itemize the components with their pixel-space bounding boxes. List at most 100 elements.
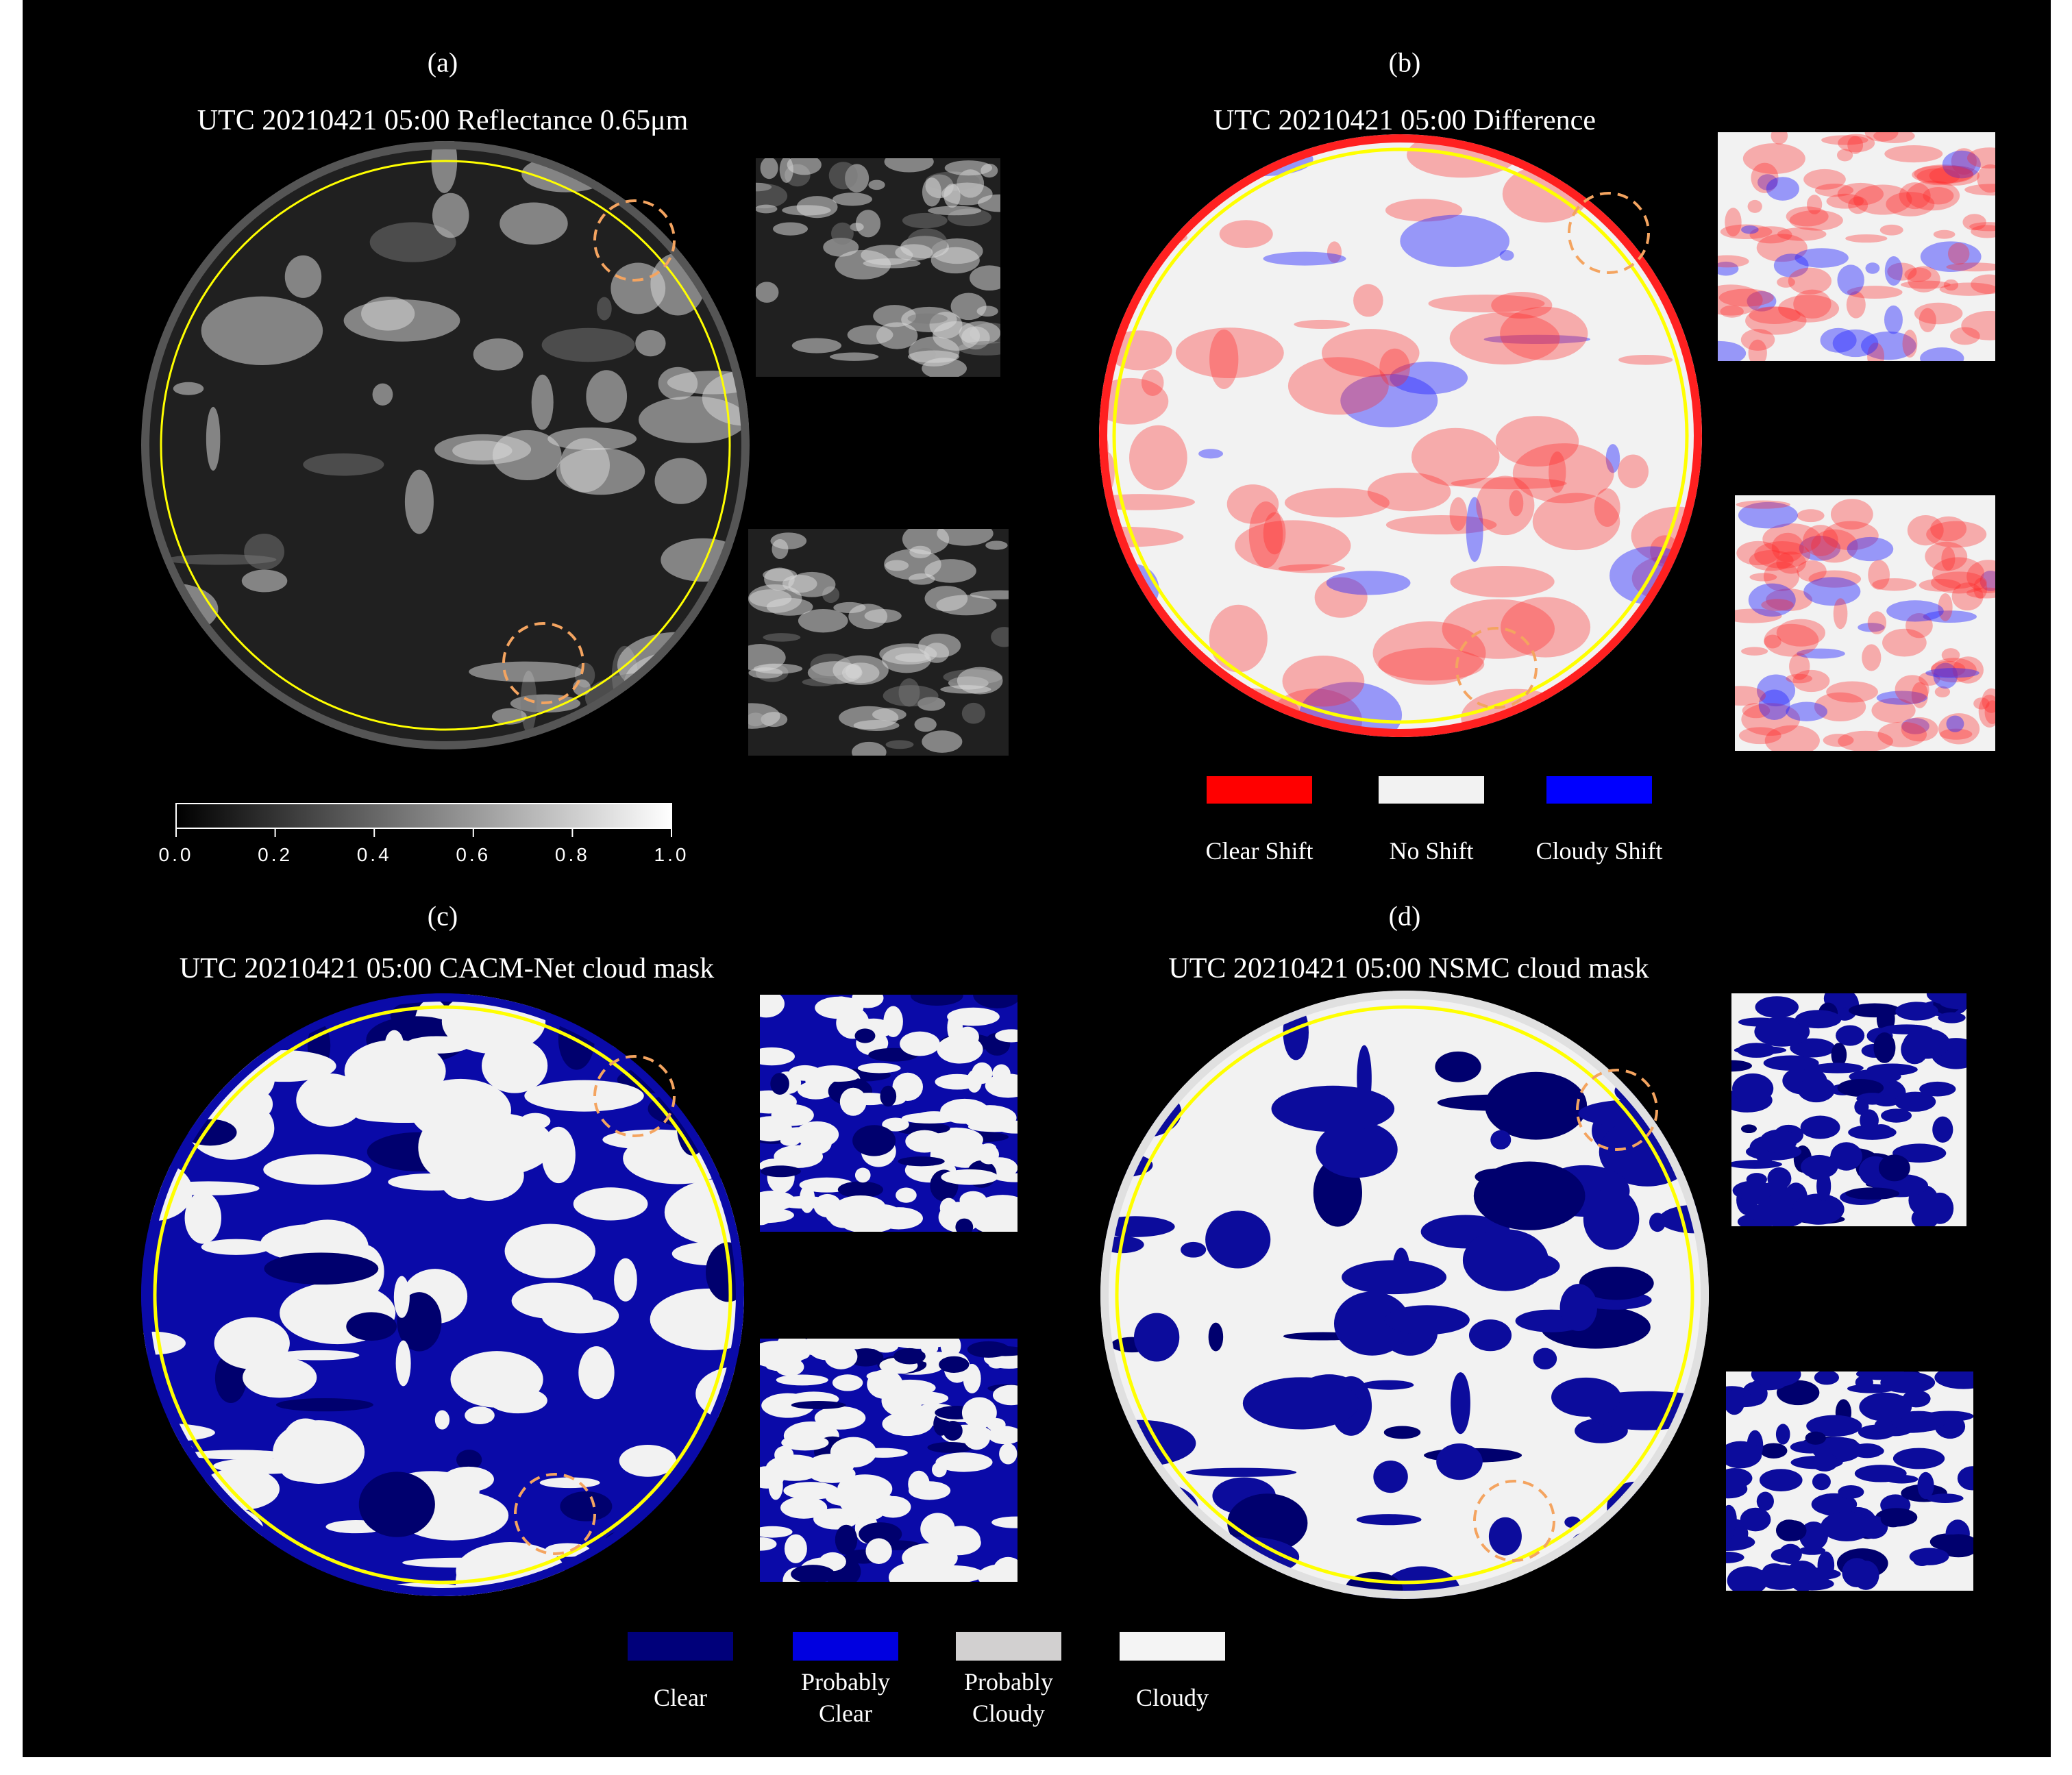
image-texture — [1756, 1491, 1774, 1511]
image-texture — [1803, 525, 1838, 556]
image-texture — [872, 1339, 899, 1353]
image-texture — [1969, 222, 1995, 232]
image-texture — [1842, 1558, 1872, 1587]
image-texture — [344, 1039, 446, 1103]
image-texture — [1786, 702, 1827, 721]
image-texture — [760, 1207, 794, 1224]
image-texture — [828, 162, 858, 190]
image-texture — [1876, 691, 1927, 705]
image-texture — [1797, 648, 1845, 659]
image-texture — [282, 1418, 329, 1467]
legend-label: Clear — [654, 1684, 707, 1711]
image-texture — [1762, 523, 1821, 555]
image-texture — [885, 740, 914, 749]
image-texture — [1799, 1546, 1826, 1555]
image-texture — [784, 1534, 807, 1563]
image-texture — [882, 1117, 909, 1132]
legend-label: No Shift — [1389, 837, 1474, 865]
image-texture — [760, 1526, 793, 1538]
image-texture — [1906, 180, 1960, 211]
image-texture — [1920, 241, 1982, 272]
image-texture — [1727, 1566, 1768, 1591]
image-texture — [1941, 547, 1956, 571]
image-texture — [1766, 177, 1799, 201]
image-texture — [369, 222, 456, 262]
image-texture — [1934, 686, 1951, 697]
image-texture — [1185, 1467, 1297, 1477]
image-texture — [1778, 295, 1840, 323]
image-texture — [1718, 340, 1747, 361]
image-texture — [469, 661, 583, 682]
legend-label: Cloudy — [1135, 1684, 1209, 1711]
image-texture — [910, 995, 963, 1006]
image-texture — [1473, 1161, 1586, 1230]
image-base — [1099, 134, 1702, 737]
image-texture — [1917, 1472, 1934, 1500]
image-texture — [1379, 348, 1410, 387]
legend-swatch — [1207, 776, 1312, 804]
image-texture — [1899, 182, 1931, 210]
image-texture — [1378, 647, 1485, 681]
image-texture — [1732, 1073, 1774, 1104]
image-texture — [1868, 560, 1890, 590]
image-texture — [833, 601, 866, 614]
image-texture — [1742, 143, 1805, 174]
image-texture — [1980, 570, 1995, 591]
image-texture — [936, 595, 997, 616]
image-texture — [992, 1064, 1011, 1084]
image-texture — [1219, 220, 1273, 249]
image-texture — [756, 282, 779, 303]
image-texture — [1816, 1171, 1832, 1202]
reference-circle — [1112, 147, 1689, 724]
image-texture — [1718, 255, 1749, 268]
image-base — [1735, 495, 1995, 751]
image-texture — [241, 569, 288, 593]
image-texture — [1760, 1129, 1797, 1153]
image-texture — [908, 1470, 930, 1498]
image-texture — [1907, 266, 1940, 293]
image-texture — [1942, 150, 1981, 179]
image-texture — [985, 1073, 1018, 1098]
image-texture — [1978, 695, 1995, 728]
image-texture — [1951, 582, 1984, 611]
image-texture — [1314, 577, 1368, 618]
image-texture — [1925, 668, 1980, 678]
image-texture — [1966, 587, 1995, 599]
image-texture — [1198, 449, 1224, 459]
image-texture — [905, 1130, 944, 1153]
image-texture — [1847, 286, 1903, 299]
image-texture — [1877, 721, 1927, 747]
image-texture — [453, 1150, 524, 1202]
image-texture — [802, 678, 838, 686]
image-texture — [894, 1422, 918, 1432]
image-texture — [760, 995, 785, 1018]
image-texture — [1726, 1479, 1748, 1499]
image-texture — [404, 469, 434, 534]
image-texture — [1971, 274, 1995, 295]
image-texture — [1551, 1377, 1621, 1417]
image-texture — [244, 534, 285, 570]
image-texture — [780, 1496, 828, 1519]
image-texture — [260, 1224, 367, 1262]
image-texture — [465, 1406, 495, 1425]
highlight-circle — [502, 622, 584, 704]
legend-label: Clear Shift — [1205, 837, 1314, 865]
image-texture — [263, 1154, 371, 1185]
image-texture — [760, 1341, 805, 1368]
image-texture — [1390, 361, 1468, 395]
image-texture — [928, 206, 982, 216]
image-texture — [1823, 734, 1854, 747]
image-texture — [995, 1029, 1018, 1043]
image-texture — [1789, 653, 1810, 680]
image-texture — [1938, 593, 1953, 621]
image-texture — [1718, 288, 1774, 307]
image-texture — [817, 1071, 859, 1082]
image-texture — [1786, 206, 1829, 227]
image-texture — [907, 313, 948, 324]
image-texture — [1718, 284, 1763, 316]
image-texture — [1938, 713, 1980, 745]
image-texture — [1887, 262, 1917, 281]
image-texture — [1777, 277, 1795, 288]
image-texture — [1814, 184, 1854, 197]
image-texture — [1838, 1485, 1864, 1499]
